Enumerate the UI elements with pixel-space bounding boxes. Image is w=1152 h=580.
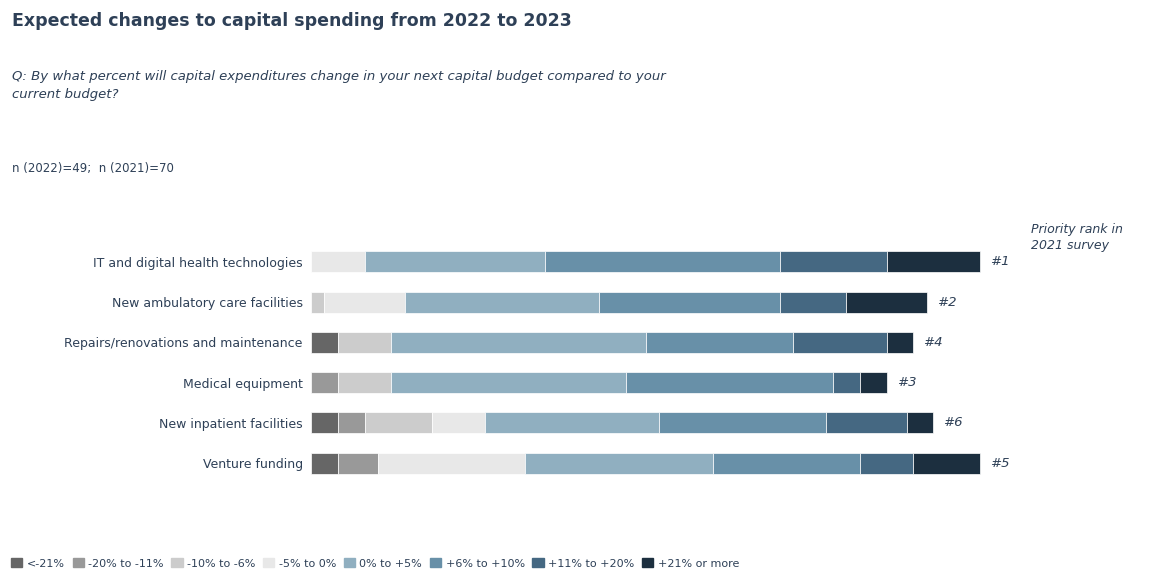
Bar [859, 452, 914, 473]
Bar [311, 452, 338, 473]
Bar [392, 332, 645, 353]
Bar [311, 412, 338, 433]
Bar [847, 292, 926, 313]
Bar [626, 372, 833, 393]
Bar [907, 412, 933, 433]
Bar [338, 452, 378, 473]
Text: #5: #5 [991, 456, 1010, 470]
Bar [887, 332, 914, 353]
Bar [659, 412, 826, 433]
Bar [826, 412, 907, 433]
Legend: <-21%, -20% to -11%, -10% to -6%, -5% to 0%, 0% to +5%, +6% to +10%, +11% to +20: <-21%, -20% to -11%, -10% to -6%, -5% to… [12, 558, 738, 568]
Bar [859, 372, 887, 393]
Bar [887, 252, 980, 273]
Text: #1: #1 [991, 255, 1010, 269]
Bar [338, 412, 364, 433]
Bar [793, 332, 887, 353]
Text: n (2022)=49;  n (2021)=70: n (2022)=49; n (2021)=70 [12, 162, 174, 175]
Bar [338, 372, 392, 393]
Text: Q: By what percent will capital expenditures change in your next capital budget : Q: By what percent will capital expendit… [12, 70, 665, 100]
Bar [833, 372, 859, 393]
Bar [525, 452, 713, 473]
Text: Expected changes to capital spending from 2022 to 2023: Expected changes to capital spending fro… [12, 12, 571, 30]
Bar [780, 252, 887, 273]
Text: Priority rank in
2021 survey: Priority rank in 2021 survey [1031, 223, 1123, 252]
Text: #3: #3 [896, 376, 916, 389]
Bar [713, 452, 859, 473]
Bar [392, 372, 626, 393]
Text: #2: #2 [937, 296, 956, 309]
Bar [645, 332, 793, 353]
Bar [311, 332, 338, 353]
Text: #6: #6 [943, 416, 963, 429]
Bar [325, 292, 404, 313]
Bar [364, 252, 545, 273]
Bar [432, 412, 485, 433]
Bar [311, 372, 338, 393]
Text: #4: #4 [924, 336, 942, 349]
Bar [780, 292, 847, 313]
Bar [311, 292, 325, 313]
Bar [599, 292, 780, 313]
Bar [311, 252, 364, 273]
Bar [364, 412, 432, 433]
Bar [404, 292, 599, 313]
Bar [485, 412, 659, 433]
Bar [545, 252, 780, 273]
Bar [378, 452, 525, 473]
Bar [914, 452, 980, 473]
Bar [338, 332, 392, 353]
